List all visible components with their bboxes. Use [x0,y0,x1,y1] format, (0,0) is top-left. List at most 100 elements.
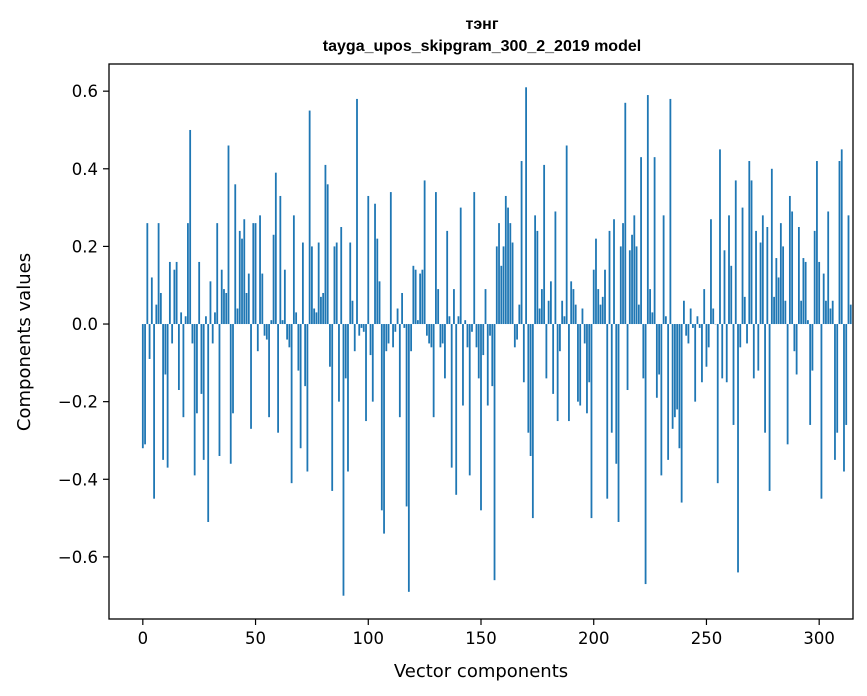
bar [565,145,568,325]
bar [232,324,234,414]
bar [238,230,241,325]
bar [462,324,464,406]
bar [322,292,325,325]
bar [491,324,494,387]
bar [261,273,264,325]
bar [786,324,789,445]
bar [306,324,309,472]
bar [687,324,690,344]
bar [466,324,469,348]
y-ticks: −0.6 −0.4 −0.2 0.0 0.2 0.4 0.6 [58,82,109,567]
bar [816,161,818,325]
bar [664,316,667,325]
bar [268,324,270,418]
bar [166,324,169,468]
bar [601,296,604,325]
bar [538,308,541,325]
x-tick-label: 150 [465,629,497,648]
bar [308,110,311,325]
bar [782,246,785,325]
bar [549,281,552,325]
bar [619,246,622,325]
bar [642,324,645,379]
bar [586,324,588,414]
bar [669,98,672,325]
bar [766,227,769,325]
bar [468,324,471,476]
bar [196,324,198,414]
bar [329,324,331,367]
bar [836,324,839,433]
chart-subtitle: tayga_upos_skipgram_300_2_2019 model [323,38,641,55]
bar [608,230,611,325]
bar [626,324,629,391]
bar [171,324,174,344]
bar [631,234,633,325]
bar [265,324,268,340]
bar [198,261,201,325]
bar [834,324,836,460]
bar [367,195,370,325]
bar [450,324,453,468]
bar [761,215,764,325]
bar [320,296,322,325]
bar [845,324,848,425]
bar [286,324,289,340]
bar [347,324,349,472]
bar [759,242,762,325]
bar [173,269,176,325]
bar [274,172,277,325]
bar [216,223,219,325]
bar [453,289,455,325]
bar [371,324,374,402]
bar [568,324,570,422]
bar [531,324,534,519]
bar [387,324,390,344]
bar [768,324,771,491]
bar [349,242,352,325]
bar [480,324,482,511]
bar [157,223,160,325]
bar [622,223,624,325]
bar [428,324,431,344]
bar [211,324,214,344]
bar [543,164,546,325]
bar [728,215,730,325]
bar [610,324,613,433]
y-tick-label: 0.0 [72,315,98,334]
bar [430,324,433,348]
bar [694,324,697,402]
bar [660,324,663,476]
bar [437,289,440,325]
bar [252,223,255,325]
bar [360,324,363,328]
bar [299,324,302,449]
bar [326,184,329,325]
bar [784,300,787,325]
bar [529,324,532,456]
bar [148,324,151,359]
bar [295,312,298,325]
bar [247,273,250,325]
bar [696,316,699,325]
bar [378,281,381,325]
bar [554,211,557,325]
bar [746,324,748,344]
y-tick-label: −0.2 [58,393,98,412]
bar [489,324,491,336]
x-axis-label: Vector components [394,661,568,682]
bar [779,223,782,325]
bar [511,242,514,325]
chart-title: тэнг [466,16,499,33]
bar [588,324,591,383]
bar [495,246,498,325]
bar [236,308,239,325]
bar [369,324,372,356]
bar [439,324,442,348]
y-tick-label: −0.4 [58,470,98,489]
bar [191,324,194,344]
bar [613,219,615,325]
bar [403,324,406,328]
bar [324,164,327,325]
bar [376,238,379,325]
